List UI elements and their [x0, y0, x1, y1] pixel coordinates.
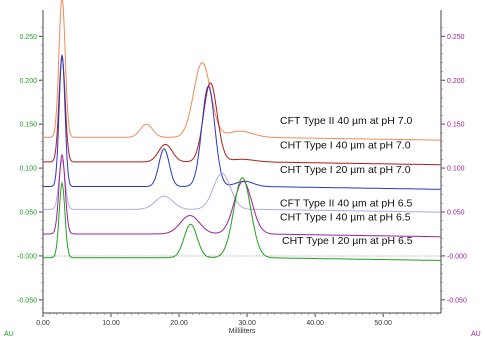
right-tick-label: 0.100	[447, 166, 465, 173]
tick-layer: 0.250 0.200 0.150 0.100 0.050 -0.000 -0.050 0.2…	[17, 27, 467, 327]
trace-label: CHT Type I 40 µm at pH 6.5	[280, 211, 411, 223]
x-tick-label: 10.00	[102, 320, 120, 327]
left-unit-label: AU	[4, 331, 14, 338]
trace-label: CFT Type II 40 µm at pH 6.5	[280, 197, 412, 209]
right-tick-label: -0.050	[447, 297, 467, 304]
x-axis-title: Milliliters	[229, 328, 256, 335]
right-tick-label: 0.250	[447, 34, 465, 41]
trace-line	[43, 56, 441, 166]
x-tick-label: 20.00	[170, 320, 188, 327]
left-tick-label: 0.250	[19, 34, 37, 41]
trace-layer	[43, 0, 441, 261]
left-tick-label: -0.000	[17, 253, 37, 260]
trace-label-layer: CFT Type II 40 µm at pH 7.0 CHT Type I 40…	[280, 115, 413, 247]
left-tick-label: 0.050	[19, 210, 37, 217]
left-tick-label: 0.150	[19, 122, 37, 129]
left-tick-label: -0.050	[17, 297, 37, 304]
x-tick-label: 0.00	[36, 320, 50, 327]
right-unit-label: AU	[471, 331, 481, 338]
trace-label: CHT Type I 40 µm at pH 7.0	[280, 139, 411, 151]
x-tick-label: 30.00	[238, 320, 256, 327]
trace-line	[43, 159, 441, 213]
right-tick-label: 0.150	[447, 122, 465, 129]
right-tick-label: -0.000	[447, 253, 467, 260]
trace-label: CHT Type I 20 µm at pH 7.0	[280, 164, 411, 176]
right-tick-label: 0.050	[447, 210, 465, 217]
trace-line	[43, 153, 441, 238]
x-tick-label: 50.00	[374, 320, 392, 327]
trace-line	[43, 177, 441, 261]
right-tick-label: 0.200	[447, 78, 465, 85]
trace-label: CFT Type II 40 µm at pH 7.0	[280, 115, 412, 127]
x-tick-label: 40.00	[306, 320, 324, 327]
trace-line	[43, 0, 441, 141]
left-tick-label: 0.200	[19, 78, 37, 85]
left-tick-label: 0.100	[19, 166, 37, 173]
trace-label: CHT Type I 20 µm at pH 6.5	[282, 235, 413, 247]
